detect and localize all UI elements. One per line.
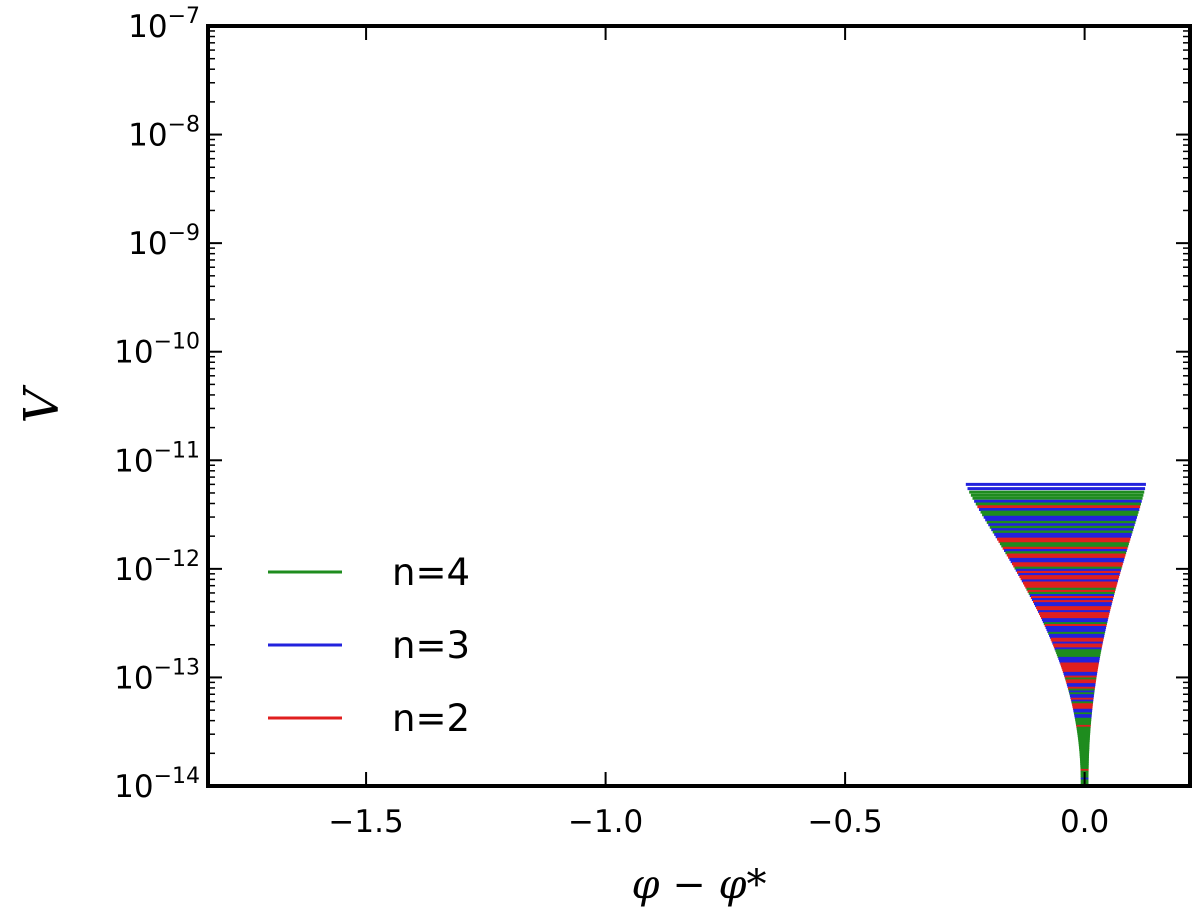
x-tick-label: −0.5: [807, 804, 882, 840]
y-tick-label: 10−8: [128, 113, 200, 154]
series-marks: [965, 482, 1146, 788]
y-tick-label: 10−14: [114, 764, 200, 805]
y-tick-label: 10−12: [114, 547, 200, 588]
legend-label: n=2: [392, 697, 470, 740]
legend-label: n=4: [392, 551, 470, 594]
y-tick-label: 10−7: [128, 4, 200, 45]
x-tick-label: −1.0: [568, 804, 643, 840]
y-tick-label: 10−9: [128, 221, 200, 262]
y-tick-label: 10−11: [114, 438, 200, 479]
x-tick-label: 0.0: [1060, 804, 1109, 840]
y-axis: 10−7 10−8 10−9 10−10 10−11 10−12 10−13 10−14: [114, 4, 1190, 805]
legend-label: n=3: [392, 624, 470, 667]
legend: n=4 n=3 n=2: [268, 551, 470, 740]
x-axis: −1.5 −1.0 −0.5 0.0: [328, 26, 1109, 840]
x-axis-label: φ − φ*: [632, 862, 767, 908]
y-axis-label: V: [14, 384, 70, 423]
y-tick-label: 10−13: [114, 655, 200, 696]
x-tick-label: −1.5: [328, 804, 403, 840]
y-tick-label: 10−10: [114, 330, 200, 371]
plot-frame: [206, 24, 1192, 788]
